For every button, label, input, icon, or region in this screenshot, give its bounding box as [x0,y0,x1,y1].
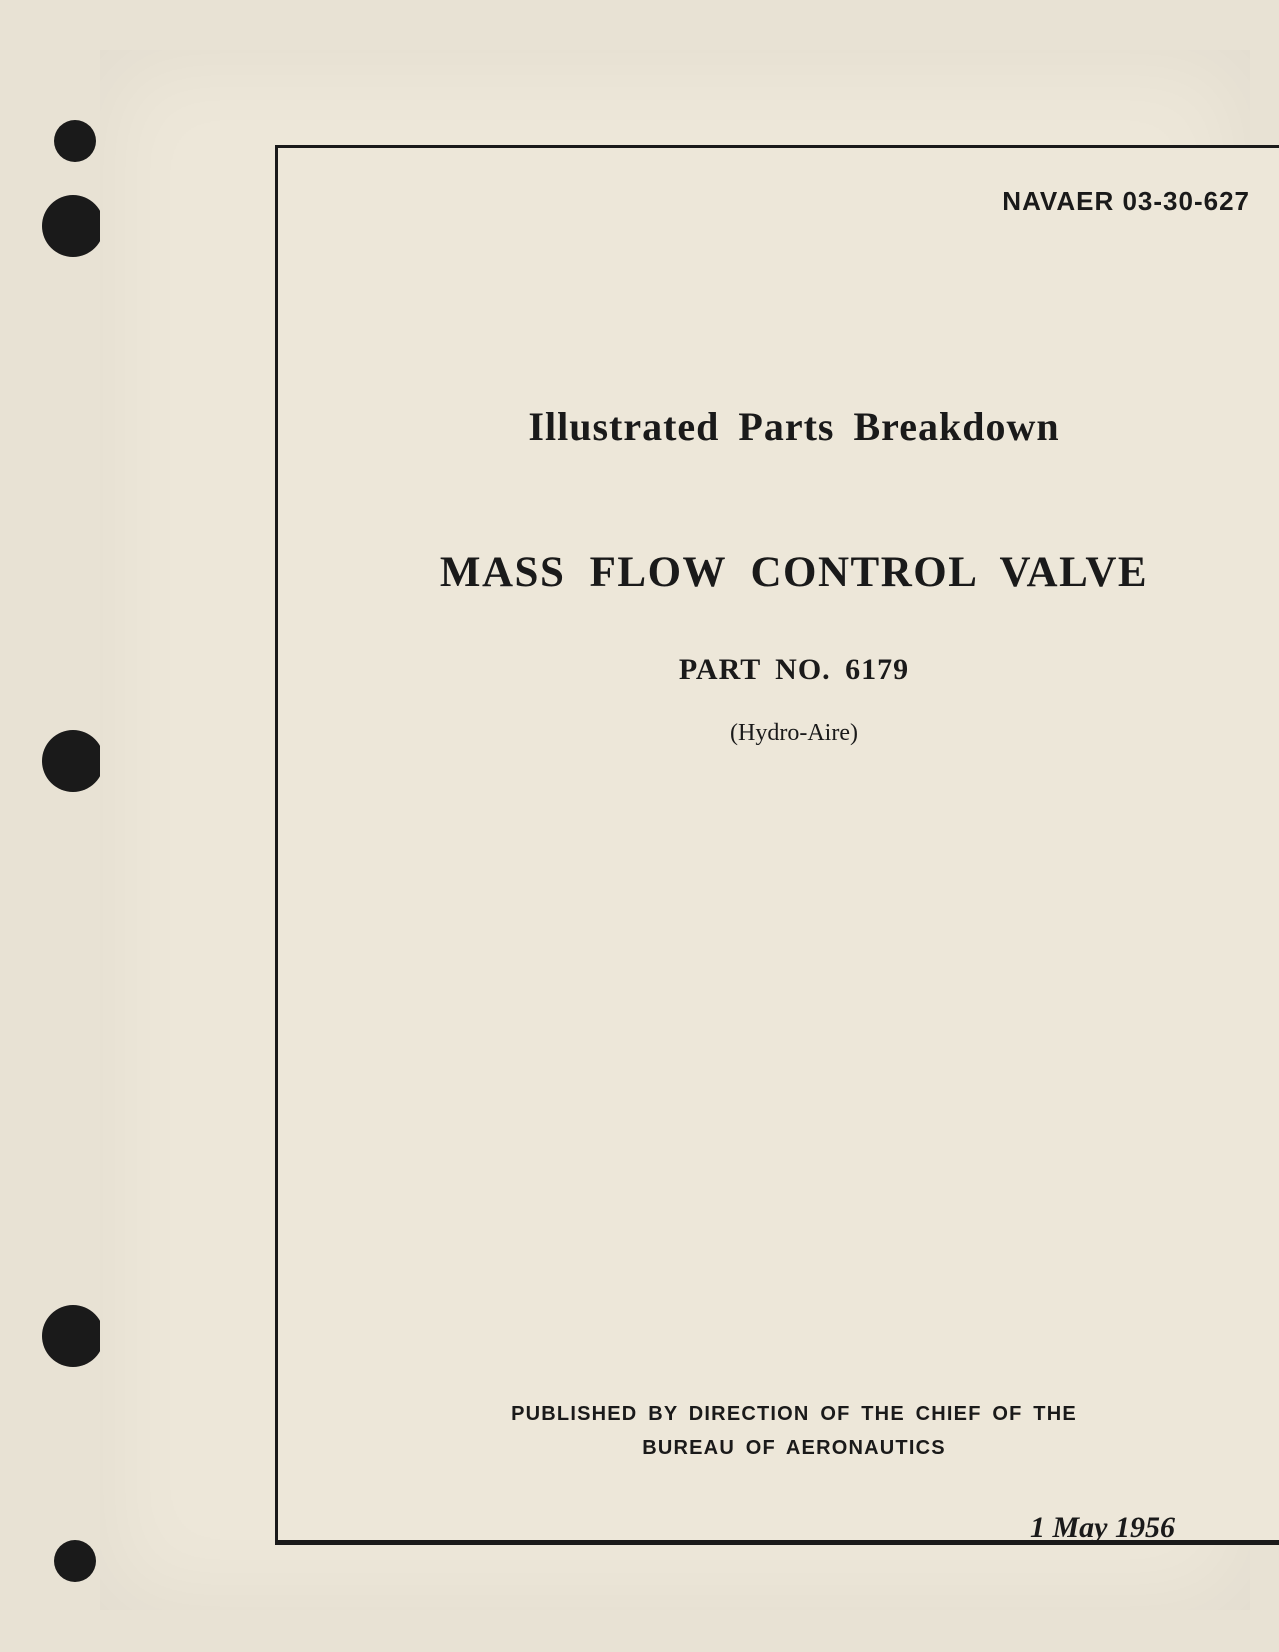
document-page: NAVAER 03-30-627 Illustrated Parts Break… [100,50,1250,1610]
publisher-block: PUBLISHED BY DIRECTION OF THE CHIEF OF T… [278,1397,1279,1465]
document-type-heading: Illustrated Parts Breakdown [278,403,1279,450]
publisher-line-1: PUBLISHED BY DIRECTION OF THE CHIEF OF T… [511,1403,1077,1425]
document-title: MASS FLOW CONTROL VALVE [278,548,1279,597]
punch-hole [54,120,96,162]
manufacturer-name: (Hydro-Aire) [278,720,1279,747]
punch-hole [42,730,104,792]
document-frame: NAVAER 03-30-627 Illustrated Parts Break… [275,145,1279,1545]
part-number: PART NO. 6179 [278,653,1279,687]
publication-date: 1 May 1956 [1030,1511,1175,1545]
punch-hole [42,1305,104,1367]
punch-hole [42,195,104,257]
publisher-line-2: BUREAU OF AERONAUTICS [642,1437,946,1459]
punch-hole [54,1540,96,1582]
document-id: NAVAER 03-30-627 [1002,186,1250,217]
